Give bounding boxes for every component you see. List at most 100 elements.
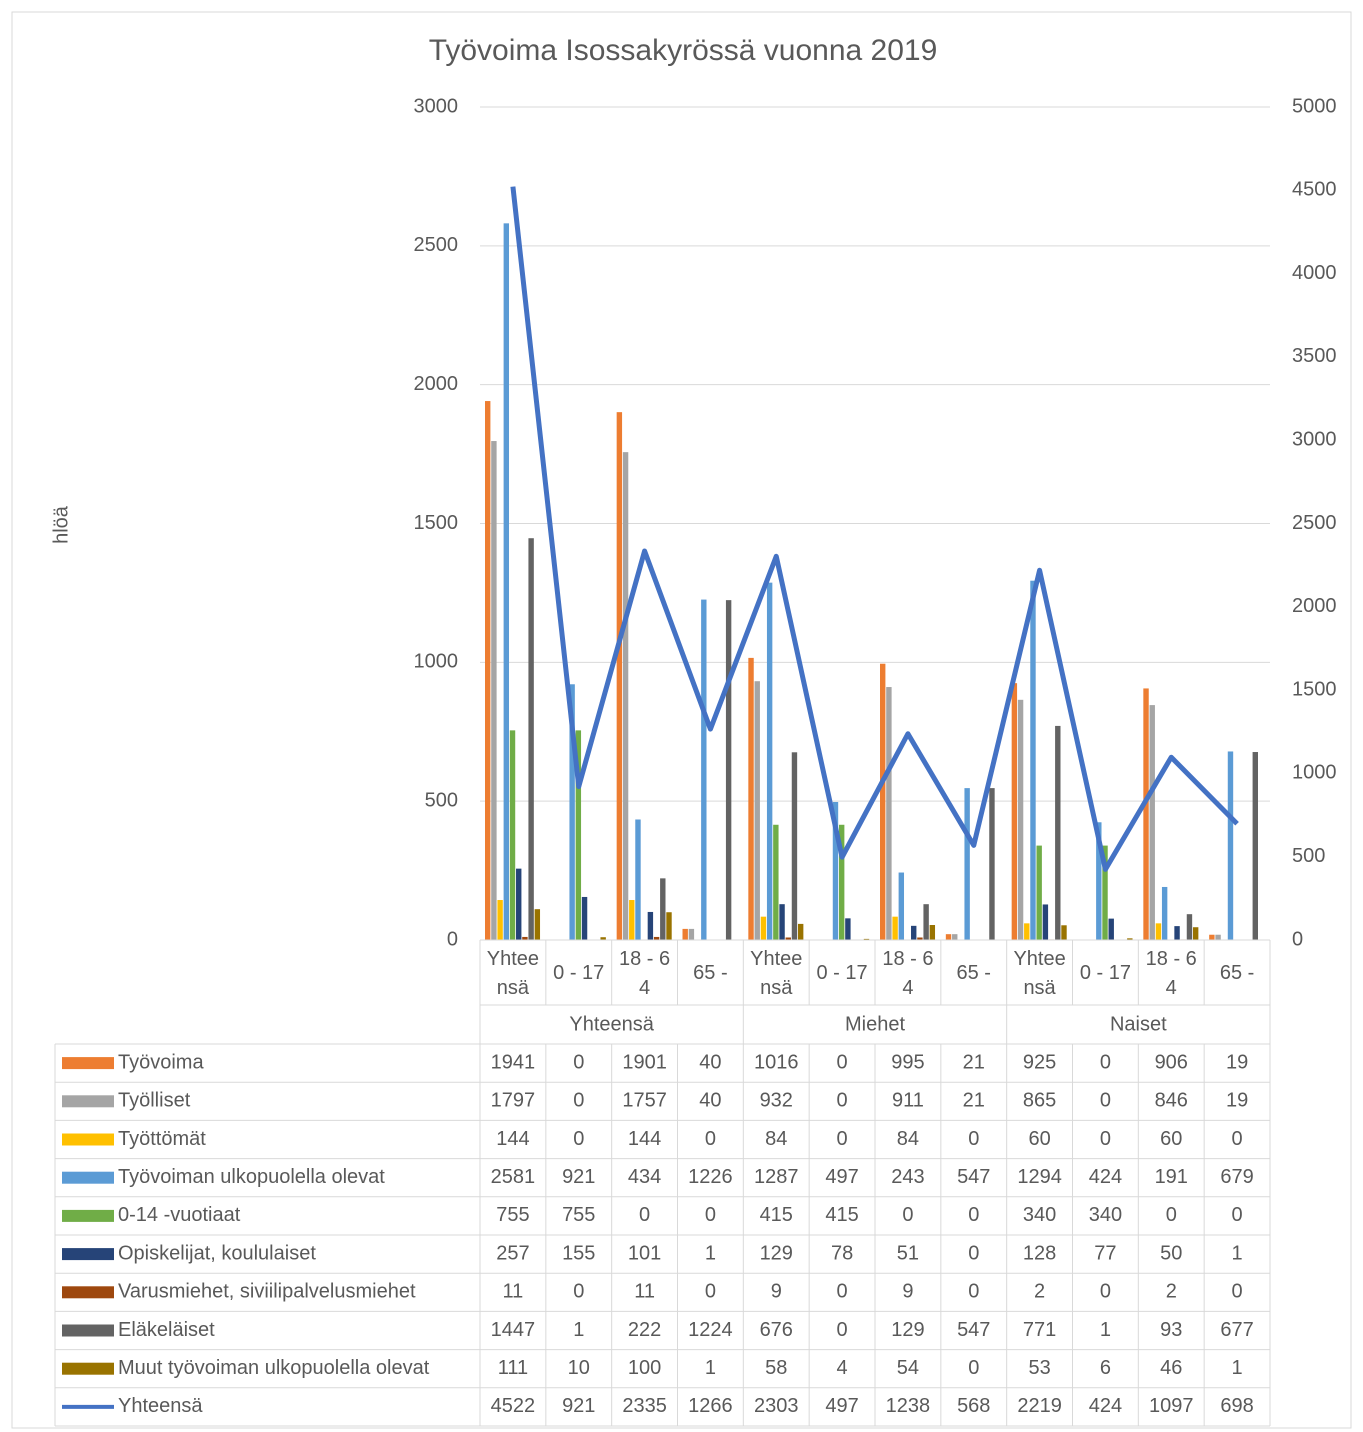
table-value: 1 bbox=[705, 1242, 716, 1264]
bar bbox=[666, 912, 672, 940]
legend-label: Työttömät bbox=[118, 1128, 206, 1150]
table-value: 1941 bbox=[491, 1051, 536, 1073]
bar bbox=[779, 904, 785, 940]
table-value: 0 bbox=[902, 1204, 913, 1226]
table-value: 921 bbox=[562, 1395, 595, 1417]
table-value: 6 bbox=[1100, 1357, 1111, 1379]
table-value: 54 bbox=[897, 1357, 919, 1379]
table-value: 0 bbox=[705, 1204, 716, 1226]
x-tick-label: 65 - bbox=[693, 962, 728, 984]
table-value: 1 bbox=[1232, 1242, 1243, 1264]
table-value: 0 bbox=[968, 1204, 979, 1226]
table-value: 51 bbox=[897, 1242, 919, 1264]
table-value: 0 bbox=[1100, 1128, 1111, 1150]
table-value: 222 bbox=[628, 1319, 661, 1341]
table-value: 21 bbox=[963, 1051, 985, 1073]
table-value: 0 bbox=[573, 1128, 584, 1150]
y2-tick-label: 500 bbox=[1292, 845, 1325, 867]
table-value: 755 bbox=[496, 1204, 529, 1226]
table-value: 0 bbox=[573, 1090, 584, 1112]
bar bbox=[600, 937, 606, 940]
legend-key bbox=[62, 1095, 114, 1108]
table-value: 1287 bbox=[754, 1166, 799, 1188]
bar bbox=[898, 872, 905, 940]
bar bbox=[647, 911, 654, 940]
table-value: 568 bbox=[957, 1395, 990, 1417]
bar bbox=[485, 401, 491, 940]
table-value: 0 bbox=[837, 1319, 848, 1341]
table-value: 1 bbox=[573, 1319, 584, 1341]
bar bbox=[635, 819, 641, 940]
table-value: 0 bbox=[968, 1357, 979, 1379]
y2-tick-label: 2000 bbox=[1292, 595, 1337, 617]
table-value: 698 bbox=[1220, 1395, 1253, 1417]
y-tick-label: 500 bbox=[425, 789, 458, 811]
x-tick-label: Yhteensä bbox=[1013, 947, 1066, 999]
bar bbox=[569, 684, 575, 940]
table-value: 9 bbox=[771, 1281, 782, 1303]
table-value: 1097 bbox=[1149, 1395, 1194, 1417]
bar bbox=[660, 878, 666, 940]
bar bbox=[929, 925, 936, 940]
table-value: 0 bbox=[1232, 1281, 1243, 1303]
table-value: 0 bbox=[968, 1128, 979, 1150]
table-value: 925 bbox=[1023, 1051, 1056, 1073]
x-tick-label: 0 - 17 bbox=[1079, 962, 1131, 984]
bar bbox=[616, 412, 623, 941]
bar bbox=[701, 599, 707, 940]
x-tick-label: 65 - bbox=[956, 962, 991, 984]
bar bbox=[509, 730, 516, 940]
bar bbox=[1252, 752, 1258, 940]
bar bbox=[522, 936, 528, 940]
table-value: 846 bbox=[1155, 1090, 1188, 1112]
table-value: 921 bbox=[562, 1166, 595, 1188]
table-value: 1 bbox=[1100, 1319, 1111, 1341]
bar bbox=[1108, 918, 1114, 940]
table-value: 84 bbox=[897, 1128, 919, 1150]
table-value: 1016 bbox=[754, 1051, 799, 1073]
table-value: 415 bbox=[825, 1204, 858, 1226]
table-value: 0 bbox=[1100, 1281, 1111, 1303]
table-value: 906 bbox=[1155, 1051, 1188, 1073]
table-value: 2 bbox=[1034, 1281, 1045, 1303]
bar bbox=[1096, 822, 1102, 940]
table-value: 58 bbox=[765, 1357, 787, 1379]
bar bbox=[797, 923, 804, 940]
table-value: 10 bbox=[568, 1357, 590, 1379]
legend-label: Opiskelijat, koululaiset bbox=[118, 1242, 316, 1264]
bar bbox=[1143, 688, 1149, 940]
x-tick-label: 18 - 64 bbox=[882, 947, 934, 999]
bar bbox=[1102, 845, 1108, 940]
table-value: 1 bbox=[1232, 1357, 1243, 1379]
table-value: 19 bbox=[1226, 1090, 1248, 1112]
bar bbox=[911, 925, 917, 940]
table-value: 0 bbox=[837, 1051, 848, 1073]
table-value: 60 bbox=[1160, 1128, 1182, 1150]
table-value: 2335 bbox=[622, 1395, 667, 1417]
table-value: 415 bbox=[760, 1204, 793, 1226]
table-value: 129 bbox=[760, 1242, 793, 1264]
table-value: 1226 bbox=[688, 1166, 733, 1188]
legend-label: 0-14 -vuotiaat bbox=[118, 1204, 241, 1226]
bar bbox=[754, 681, 760, 940]
table-value: 0 bbox=[1232, 1128, 1243, 1150]
table-value: 144 bbox=[628, 1128, 661, 1150]
legend-label: Työvoiman ulkopuolella olevat bbox=[118, 1166, 385, 1188]
bar bbox=[581, 896, 588, 940]
bar bbox=[516, 868, 522, 940]
bar bbox=[952, 934, 958, 940]
table-value: 865 bbox=[1023, 1090, 1056, 1112]
table-value: 1294 bbox=[1017, 1166, 1062, 1188]
group-label: Naiset bbox=[1110, 1013, 1167, 1035]
table-value: 911 bbox=[892, 1090, 924, 1112]
bar bbox=[766, 582, 773, 940]
table-value: 2 bbox=[1166, 1281, 1177, 1303]
bar bbox=[1186, 914, 1193, 940]
table-value: 11 bbox=[634, 1281, 655, 1303]
bar bbox=[1042, 904, 1049, 940]
bar bbox=[688, 928, 695, 940]
bar bbox=[1036, 845, 1042, 940]
table-value: 547 bbox=[957, 1319, 990, 1341]
y2-tick-label: 2500 bbox=[1292, 512, 1337, 534]
table-value: 11 bbox=[503, 1281, 524, 1303]
